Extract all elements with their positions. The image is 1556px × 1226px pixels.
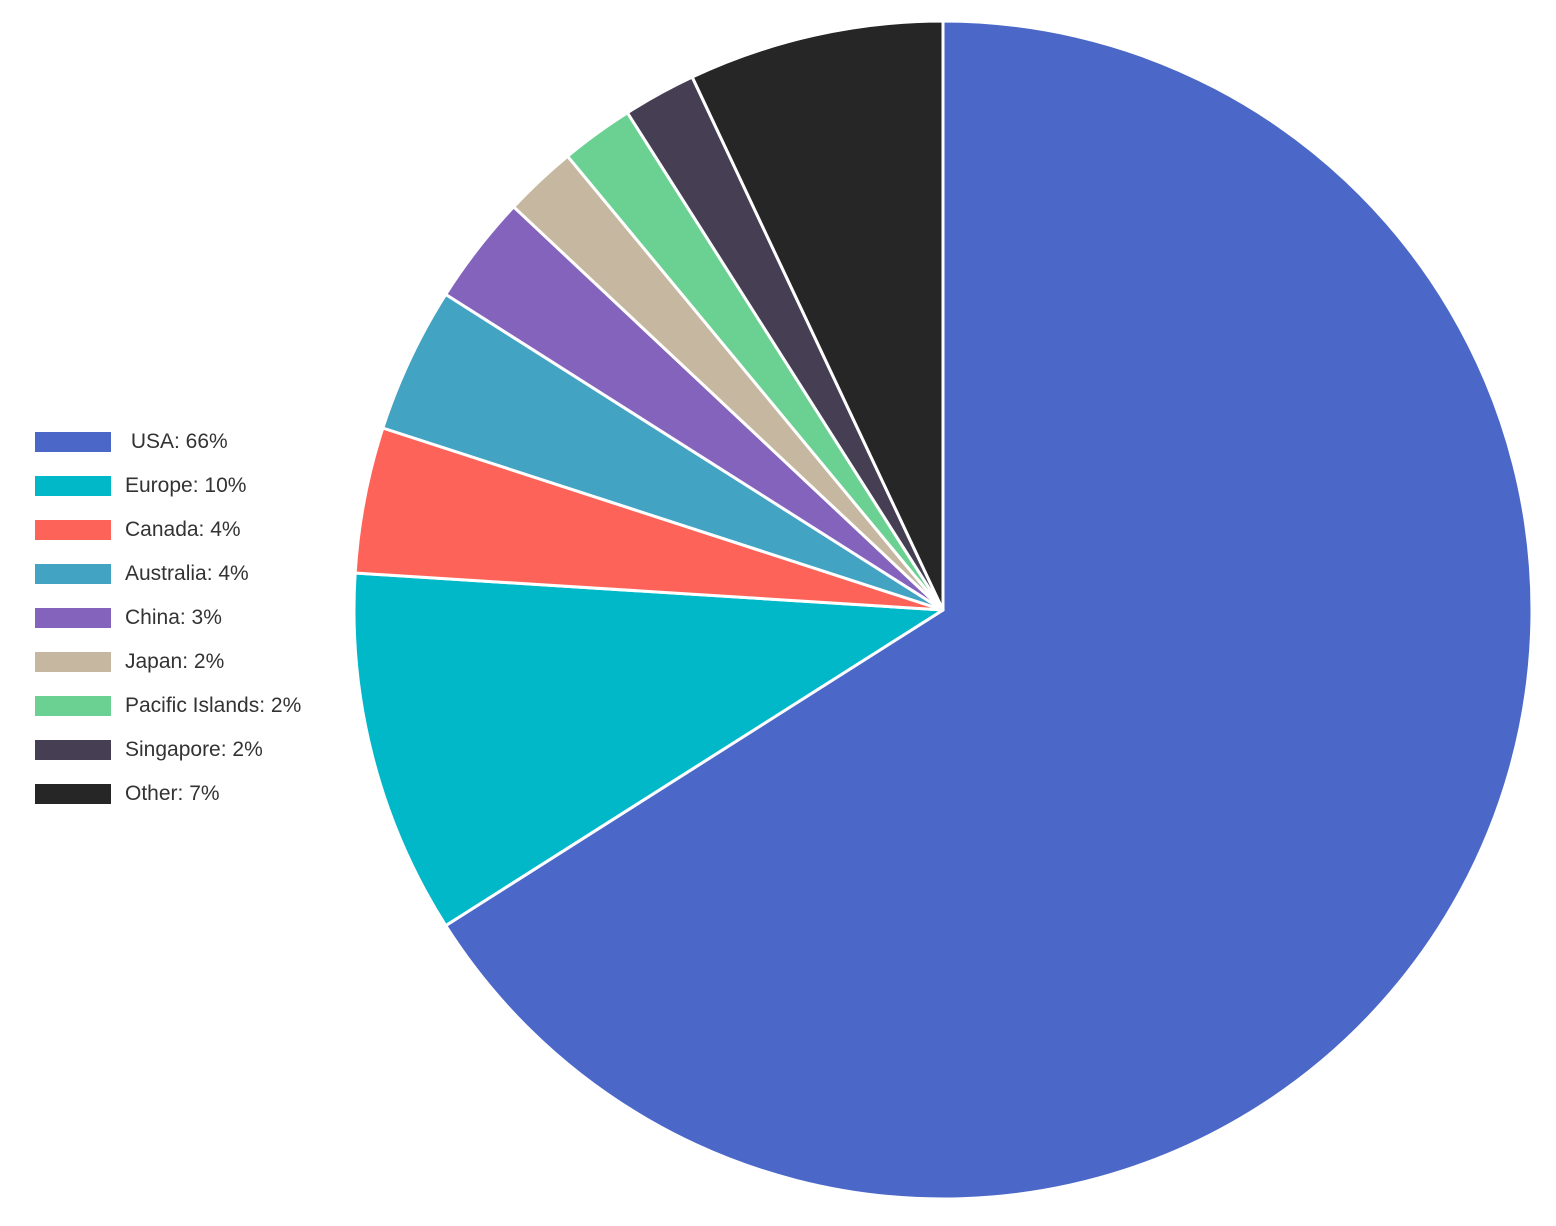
legend-item: China: 3% [35, 596, 301, 640]
legend-label: Canada: 4% [125, 518, 241, 541]
legend-item: Singapore: 2% [35, 728, 301, 772]
legend-item: Japan: 2% [35, 640, 301, 684]
legend-label: Australia: 4% [125, 562, 249, 585]
legend-swatch [35, 740, 111, 760]
legend-label: Japan: 2% [125, 650, 225, 673]
legend-label: China: 3% [125, 606, 222, 629]
legend-label: USA: 66% [125, 430, 228, 453]
legend-item: Australia: 4% [35, 552, 301, 596]
legend-label: Pacific Islands: 2% [125, 694, 302, 717]
legend-label: Singapore: 2% [125, 738, 263, 761]
legend-item: Canada: 4% [35, 508, 301, 552]
pie-slice-other [690, 19, 945, 612]
pie-slice-europe [352, 571, 945, 928]
legend: USA: 66% Europe: 10% Canada: 4% Australia: … [35, 420, 301, 816]
pie-slices [352, 19, 1534, 1201]
legend-swatch [35, 784, 111, 804]
legend-swatch [35, 652, 111, 672]
legend-swatch [35, 564, 111, 584]
legend-item: Europe: 10% [35, 464, 301, 508]
legend-swatch [35, 696, 111, 716]
pie-slice-usa [444, 19, 1534, 1201]
legend-item: Other: 7% [35, 772, 301, 816]
legend-swatch [35, 520, 111, 540]
legend-swatch [35, 432, 111, 452]
legend-label: Other: 7% [125, 782, 220, 805]
legend-item: USA: 66% [35, 420, 301, 464]
legend-label: Europe: 10% [125, 474, 247, 497]
legend-swatch [35, 476, 111, 496]
legend-swatch [35, 608, 111, 628]
legend-item: Pacific Islands: 2% [35, 684, 301, 728]
